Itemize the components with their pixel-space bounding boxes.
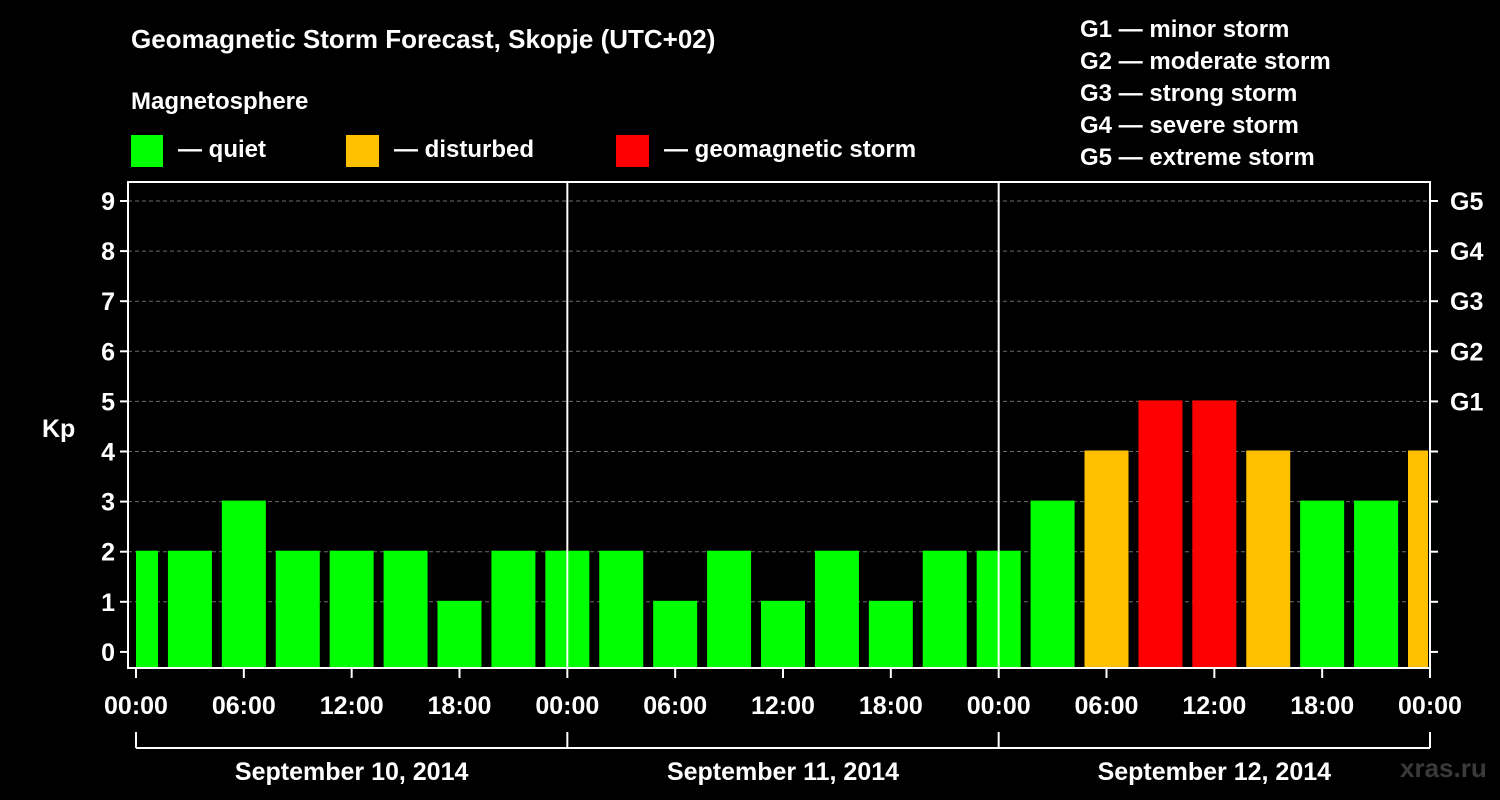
y-tick-label: 9 [101,188,115,216]
frame-layer [127,181,1431,669]
y-tick-label: 2 [101,539,115,567]
legend-label-quiet: — quiet [178,136,266,163]
x-tick-label: 06:00 [212,692,276,720]
x-tick-label: 06:00 [643,692,707,720]
x-tick-label: 00:00 [104,692,168,720]
day-label: September 10, 2014 [235,758,469,786]
kp-bar [275,550,320,668]
x-tick-label: 00:00 [967,692,1031,720]
legend-swatch-disturbed [346,135,379,167]
kp-bar [1408,450,1428,668]
y-tick-label: 7 [101,288,115,316]
kp-bar [1354,500,1399,668]
x-tick-label: 12:00 [320,692,384,720]
x-tick-label: 18:00 [859,692,923,720]
g-scale-list: G1 — minor storm G2 — moderate storm G3 … [1080,16,1331,171]
days-layer: September 10, 2014 September 11, 2014 Sept… [135,732,1431,786]
g-tick-label: G5 [1450,188,1483,216]
g-scale-item-g5: G5 — extreme storm [1080,144,1315,171]
kp-bar [329,550,374,668]
x-tick-label: 18:00 [1290,692,1354,720]
kp-bar [1300,500,1345,668]
ticks-layer: 0 1 2 3 4 5 6 7 8 9 G1 G2 G3 G4 G5 00:00 06:00 12:00 18:00… [101,188,1483,720]
kp-bar [437,600,482,668]
kp-bar [167,550,212,668]
kp-bar [1138,400,1183,668]
y-tick-label: 8 [101,238,115,266]
g-scale-item-g4: G4 — severe storm [1080,112,1299,139]
watermark: xras.ru [1400,753,1487,783]
day-label: September 11, 2014 [667,758,899,786]
g-tick-label: G1 [1450,388,1483,416]
y-tick-label: 0 [101,639,115,667]
kp-bar [1030,500,1075,668]
kp-bar [1192,400,1237,668]
kp-bar [814,550,859,668]
kp-bar [868,600,913,668]
g-scale-item-g1: G1 — minor storm [1080,16,1289,43]
x-tick-label: 00:00 [1398,692,1462,720]
x-tick-label: 12:00 [751,692,815,720]
legend: — quiet — disturbed — geomagnetic storm [131,135,916,167]
y-tick-label: 3 [101,489,115,517]
y-tick-label: 1 [101,589,115,617]
kp-bar [136,550,158,668]
x-tick-label: 12:00 [1182,692,1246,720]
kp-bar [707,550,752,668]
g-scale-item-g2: G2 — moderate storm [1080,48,1331,75]
g-scale-item-g3: G3 — strong storm [1080,80,1297,107]
x-tick-label: 00:00 [535,692,599,720]
kp-bar [653,600,698,668]
legend-title: Magnetosphere [131,88,308,115]
kp-bar [383,550,428,668]
g-tick-label: G2 [1450,338,1483,366]
legend-label-disturbed: — disturbed [394,136,534,163]
kp-bar [761,600,805,668]
y-tick-label: 5 [101,388,115,416]
x-tick-label: 18:00 [428,692,492,720]
legend-swatch-storm [616,135,649,167]
kp-bar [922,550,967,668]
g-tick-label: G4 [1450,238,1483,266]
g-tick-label: G3 [1450,288,1483,316]
kp-bar [1246,450,1291,668]
legend-swatch-quiet [131,135,163,167]
x-tick-label: 06:00 [1075,692,1139,720]
legend-label-storm: — geomagnetic storm [664,136,916,163]
kp-bar [221,500,266,668]
kp-bar [599,550,644,668]
y-axis-label: Kp [42,415,75,443]
y-tick-label: 4 [101,439,115,467]
bars-layer [136,400,1428,668]
y-tick-label: 6 [101,338,115,366]
kp-bar [491,550,536,668]
kp-bar [1084,450,1129,668]
day-label: September 12, 2014 [1098,758,1332,786]
chart-title: Geomagnetic Storm Forecast, Skopje (UTC+… [131,24,715,54]
plot-frame [127,181,1431,669]
